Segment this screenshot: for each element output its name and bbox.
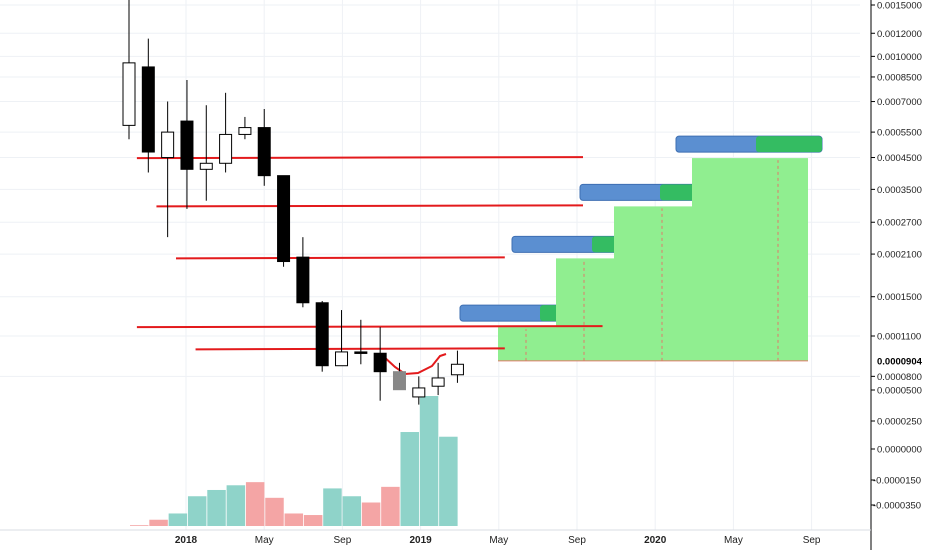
candle-body [122, 62, 136, 126]
price-tick-label: 0.0002100 [877, 250, 922, 261]
time-tick-label: May [255, 535, 274, 546]
price-tick-label: 0.0015000 [877, 1, 922, 12]
target-step-zone [614, 206, 692, 361]
cup-pattern-curve [381, 353, 447, 376]
candle-body [392, 371, 406, 391]
volume-bar [187, 496, 207, 526]
candle-body [354, 351, 368, 354]
target-label-accent [756, 136, 822, 153]
candle-body [450, 363, 464, 376]
price-tick-label: 0.0001500 [877, 292, 922, 303]
time-tick-label: Sep [568, 535, 586, 546]
candle-body [180, 120, 194, 170]
candle-body [161, 131, 175, 159]
volume-tick-label: -0.0000150 [873, 476, 921, 487]
price-tick-label: 0.0004500 [877, 153, 922, 164]
candle-body [199, 162, 213, 170]
time-tick-label: 2019 [409, 535, 432, 546]
candle-body [219, 133, 233, 164]
volume-bar [284, 513, 304, 526]
time-tick-label: May [489, 535, 508, 546]
candle-body [141, 66, 155, 153]
time-tick-label: May [724, 535, 743, 546]
volume-tick-label: -0.0000350 [873, 501, 921, 512]
candle-body [315, 302, 329, 367]
time-tick-label: 2020 [644, 535, 667, 546]
volume-bar [361, 502, 381, 526]
volume-bar [149, 519, 168, 526]
target-step-zone [498, 327, 556, 361]
volume-bar [265, 497, 284, 526]
price-tick-label: 0.0008500 [877, 72, 922, 83]
price-tick-label: 0.0005500 [877, 128, 922, 139]
price-tick-label: 0.0012000 [877, 29, 922, 40]
volume-tick-label: 0.0000250 [877, 417, 922, 428]
price-tick-label: 0.0003500 [877, 185, 922, 196]
volume-bar [400, 432, 419, 526]
resistance-line [195, 347, 505, 351]
resistance-line [175, 256, 505, 260]
resistance-line [156, 204, 584, 208]
resistance-line [136, 156, 584, 160]
volume-bar [381, 486, 400, 526]
volume-tick-label: 0.0000500 [877, 386, 922, 397]
current-price-bg [872, 354, 932, 367]
target-step-zone [692, 158, 808, 361]
time-tick-label: Sep [334, 535, 352, 546]
volume-bar [130, 525, 149, 526]
candle-body [431, 377, 445, 387]
candle-body [277, 175, 291, 263]
candle-body [296, 256, 310, 304]
volume-bar [226, 485, 246, 526]
volume-bar [168, 513, 188, 526]
time-tick-label: 2018 [175, 535, 198, 546]
candle-body [257, 127, 271, 177]
candle-body [373, 352, 387, 373]
candle-body [412, 387, 426, 398]
volume-bar [419, 396, 439, 526]
volume-bar [303, 515, 323, 526]
volume-bar [207, 489, 226, 526]
volume-tick-label: 0.0000000 [877, 445, 922, 456]
price-tick-label: 0.0002700 [877, 218, 922, 229]
current-price-label: 0.0000904 [877, 356, 923, 367]
volume-bar [323, 488, 342, 526]
volume-bar [439, 436, 458, 526]
resistance-line [136, 325, 603, 329]
time-tick-label: Sep [803, 535, 821, 546]
candle-body [238, 127, 252, 135]
volume-bar [342, 496, 362, 526]
price-tick-label: 0.0000800 [877, 372, 922, 383]
target-step-zone [556, 258, 614, 361]
price-tick-label: 0.0007000 [877, 97, 922, 108]
candle-body [335, 351, 349, 367]
price-tick-label: 0.0001100 [877, 332, 921, 343]
price-tick-label: 0.0010000 [877, 52, 922, 63]
volume-bar [245, 482, 265, 526]
